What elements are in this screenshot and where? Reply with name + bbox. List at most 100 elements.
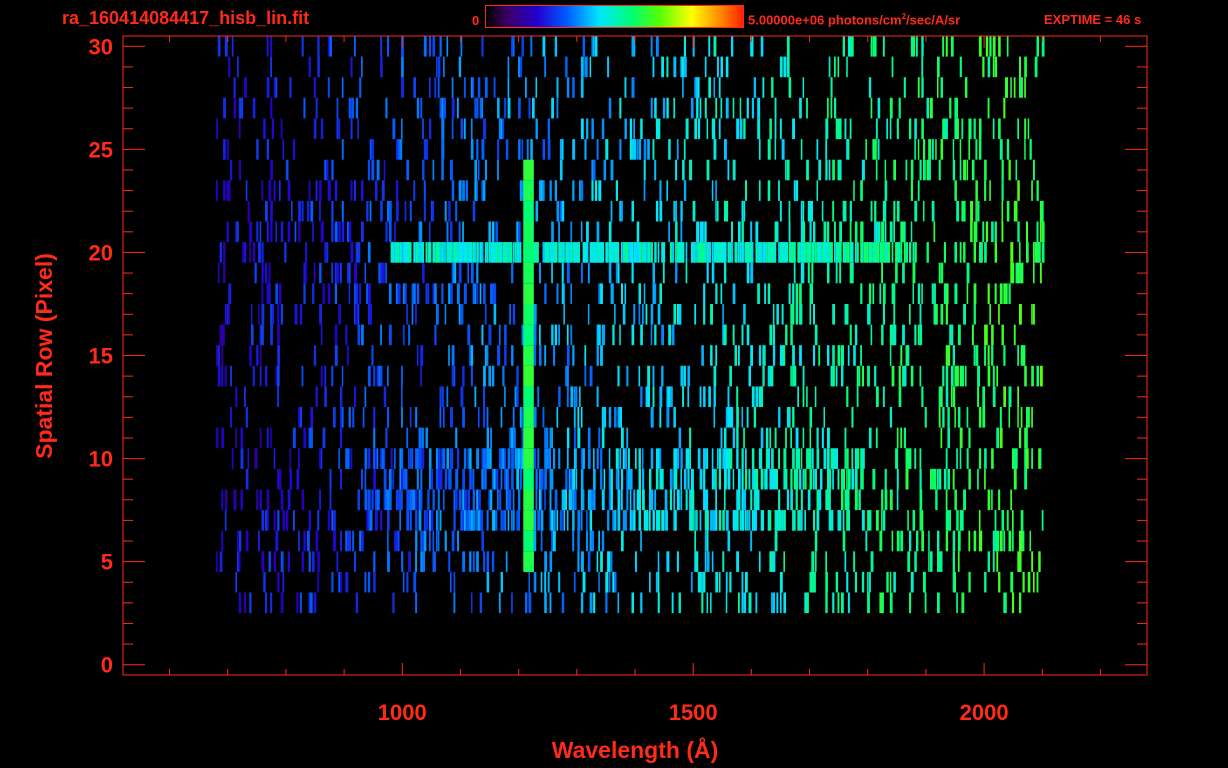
- pixel-column: [601, 489, 605, 511]
- pixel-column: [844, 551, 847, 572]
- pixel-column: [931, 283, 934, 304]
- pixel-column: [743, 489, 747, 511]
- pixel-column: [961, 365, 964, 387]
- pixel-column: [802, 200, 805, 222]
- pixel-column: [1031, 180, 1033, 201]
- pixel-column: [713, 36, 717, 57]
- pixel-column: [757, 242, 760, 263]
- pixel-column: [488, 448, 491, 469]
- pixel-column: [273, 448, 276, 469]
- pixel-column: [809, 571, 812, 593]
- pixel-column: [837, 345, 841, 366]
- pixel-column: [559, 242, 563, 263]
- pixel-column: [334, 324, 338, 346]
- pixel-column: [512, 407, 515, 428]
- pixel-column: [512, 242, 515, 263]
- pixel-column: [741, 571, 744, 593]
- pixel-column: [273, 77, 276, 98]
- pixel-column: [882, 510, 886, 531]
- pixel-column: [395, 139, 399, 160]
- pixel-column: [891, 242, 894, 263]
- pixel-column: [504, 242, 507, 263]
- pixel-column: [535, 489, 538, 511]
- pixel-column: [788, 221, 791, 243]
- pixel-column: [399, 510, 401, 531]
- pixel-column: [729, 571, 732, 593]
- pixel-column: [879, 283, 882, 304]
- pixel-column: [910, 221, 913, 243]
- pixel-column: [357, 324, 361, 346]
- pixel-column: [266, 77, 270, 98]
- pixel-column: [1027, 118, 1030, 140]
- pixel-column: [820, 242, 822, 263]
- pixel-column: [999, 407, 1002, 428]
- pixel-column: [474, 386, 477, 407]
- pixel-column: [937, 592, 940, 614]
- pixel-column: [401, 118, 403, 140]
- pixel-column: [406, 427, 409, 449]
- pixel-column: [518, 56, 520, 78]
- pixel-column: [654, 283, 657, 304]
- pixel-column: [577, 427, 581, 449]
- pixel-column: [816, 242, 820, 263]
- pixel-column: [654, 324, 657, 346]
- pixel-column: [975, 345, 979, 366]
- pixel-column: [809, 448, 811, 469]
- pixel-column: [828, 56, 831, 78]
- pixel-column: [518, 448, 521, 469]
- pixel-column: [771, 448, 774, 469]
- pixel-column: [470, 118, 473, 140]
- pixel-column: [413, 571, 417, 593]
- pixel-column: [783, 345, 786, 366]
- pixel-column: [422, 159, 425, 181]
- pixel-column: [580, 592, 584, 614]
- pixel-column: [933, 283, 936, 304]
- pixel-column: [807, 489, 811, 511]
- pixel-column: [703, 571, 706, 593]
- pixel-column: [928, 139, 931, 160]
- pixel-column: [367, 283, 371, 304]
- pixel-column: [402, 468, 405, 490]
- pixel-column: [287, 221, 291, 243]
- pixel-column: [1026, 448, 1029, 469]
- pixel-column: [699, 571, 702, 593]
- pixel-column: [223, 242, 226, 263]
- pixel-column: [310, 407, 314, 428]
- pixel-column: [942, 365, 945, 387]
- pixel-column: [392, 118, 396, 140]
- pixel-column: [399, 448, 402, 469]
- pixel-column: [680, 489, 683, 511]
- pixel-column: [629, 242, 632, 263]
- pixel-column: [1039, 221, 1042, 243]
- pixel-column: [921, 118, 924, 140]
- pixel-column: [261, 242, 264, 263]
- pixel-column: [706, 510, 709, 531]
- pixel-column: [373, 571, 376, 593]
- pixel-column: [633, 139, 637, 160]
- pixel-column: [711, 448, 714, 469]
- pixel-column: [572, 510, 575, 531]
- pixel-column: [429, 77, 431, 98]
- pixel-column: [642, 468, 645, 490]
- pixel-column: [725, 200, 729, 222]
- pixel-column: [945, 448, 948, 469]
- pixel-column: [893, 200, 896, 222]
- pixel-column: [600, 345, 603, 366]
- pixel-column: [404, 468, 408, 490]
- pixel-column: [774, 139, 777, 160]
- pixel-column: [507, 489, 510, 511]
- pixel-column: [762, 510, 764, 531]
- pixel-column: [409, 242, 412, 263]
- pixel-column: [231, 36, 234, 57]
- pixel-column: [607, 56, 610, 78]
- pixel-column: [725, 592, 728, 614]
- pixel-column: [603, 159, 607, 181]
- pixel-column: [404, 242, 408, 263]
- pixel-column: [938, 386, 941, 407]
- pixel-column: [1017, 386, 1019, 407]
- pixel-column: [469, 345, 472, 366]
- pixel-column: [849, 221, 852, 243]
- pixel-column: [624, 242, 627, 263]
- pixel-column: [715, 468, 717, 490]
- pixel-column: [973, 283, 977, 304]
